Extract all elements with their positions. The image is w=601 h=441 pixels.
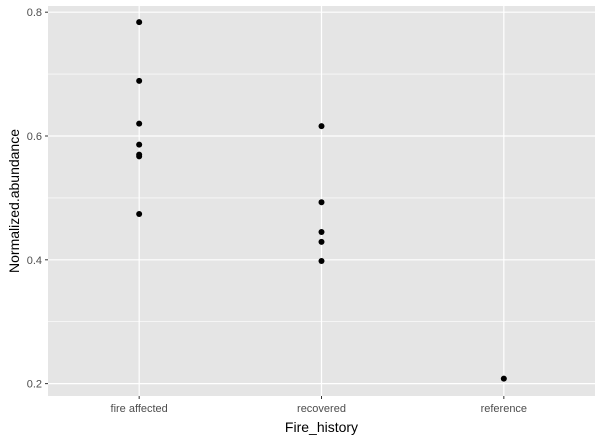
data-point: [136, 19, 143, 26]
x-axis-ticks: fire affected recovered reference: [111, 396, 527, 415]
y-tick-label: 0.2: [27, 379, 42, 391]
data-point: [136, 141, 143, 148]
y-tick-label: 0.6: [27, 131, 42, 143]
y-axis-title: Normalized.abundance: [6, 129, 22, 273]
y-tick-label: 0.8: [27, 7, 42, 19]
x-tick-label: reference: [481, 403, 527, 415]
data-point: [500, 375, 507, 382]
data-point: [136, 211, 143, 217]
y-axis-ticks: 0.2 0.4 0.6 0.8: [27, 7, 48, 391]
data-point: [136, 120, 143, 127]
x-tick-label: fire affected: [111, 403, 168, 415]
x-tick-label: recovered: [297, 403, 346, 415]
data-points: [136, 19, 507, 382]
major-gridlines: [48, 6, 595, 396]
data-point: [318, 228, 325, 235]
data-point: [318, 123, 325, 130]
data-point: [318, 238, 325, 245]
data-point: [318, 258, 325, 265]
y-tick-label: 0.4: [27, 255, 42, 267]
data-point: [136, 153, 143, 160]
x-axis-title: Fire_history: [285, 419, 358, 435]
data-point: [318, 199, 325, 206]
data-point: [136, 77, 143, 84]
